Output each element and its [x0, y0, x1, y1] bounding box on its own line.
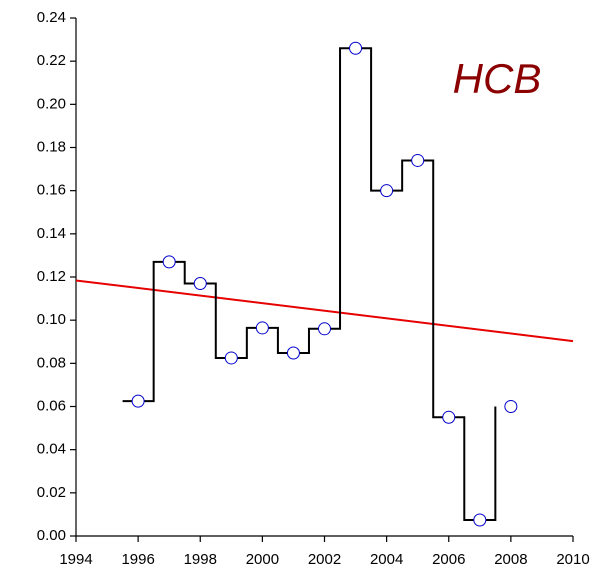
y-tick-label: 0.00 — [37, 527, 66, 544]
x-tick-label: 1996 — [121, 551, 154, 568]
y-tick-label: 0.16 — [37, 182, 66, 199]
y-tick-label: 0.24 — [37, 9, 66, 26]
x-tick-label: 2004 — [370, 551, 403, 568]
x-tick-label: 2008 — [494, 551, 527, 568]
data-point — [162, 255, 176, 269]
data-point — [224, 351, 238, 365]
data-point — [473, 513, 487, 527]
y-tick-label: 0.22 — [37, 52, 66, 69]
trend-line — [75, 279, 574, 343]
x-tick-label: 1998 — [184, 551, 217, 568]
data-point — [131, 394, 145, 408]
x-tick-label: 1994 — [59, 551, 92, 568]
x-tick-label: 2010 — [556, 551, 589, 568]
data-point — [504, 400, 518, 413]
y-tick-label: 0.08 — [37, 354, 66, 371]
y-tick-label: 0.04 — [37, 441, 66, 458]
data-point — [380, 184, 394, 198]
y-tick-label: 0.14 — [37, 225, 66, 242]
data-point — [318, 322, 331, 336]
y-tick-label: 0.12 — [37, 268, 66, 285]
data-point — [442, 410, 456, 424]
chart-title: HCB — [453, 55, 542, 102]
y-tick-label: 0.06 — [37, 397, 66, 414]
data-point — [255, 321, 269, 335]
x-tick-label: 2002 — [308, 551, 341, 568]
data-point — [286, 346, 300, 360]
y-tick-label: 0.02 — [37, 484, 66, 501]
y-tick-label: 0.20 — [37, 95, 66, 112]
step-line — [122, 47, 497, 522]
data-point — [411, 153, 425, 167]
x-tick-label: 2006 — [432, 551, 465, 568]
data-point — [193, 276, 207, 290]
y-tick-label: 0.10 — [37, 311, 66, 328]
y-tick-label: 0.18 — [37, 138, 66, 155]
x-tick-label: 2000 — [246, 551, 279, 568]
data-point — [349, 41, 363, 55]
